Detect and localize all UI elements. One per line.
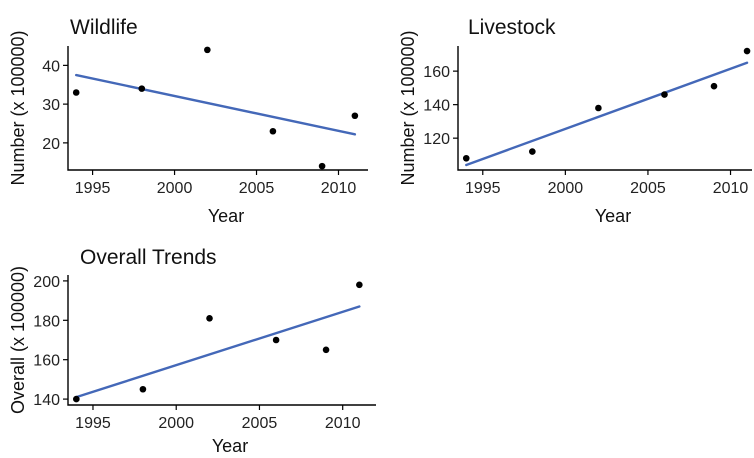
data-point-livestock bbox=[710, 82, 718, 90]
data-point-overall-trends bbox=[322, 346, 330, 354]
data-point-wildlife bbox=[204, 46, 211, 54]
data-point-overall-trends bbox=[206, 315, 213, 322]
data-point-overall-trends bbox=[356, 281, 363, 289]
data-point-wildlife bbox=[72, 89, 80, 96]
data-point-livestock bbox=[462, 154, 470, 162]
data-point-wildlife bbox=[318, 162, 326, 170]
x-tick-label-overall-trends: 1995 bbox=[75, 415, 111, 432]
x-tick-label-overall-trends: 2010 bbox=[325, 415, 361, 432]
x-axis-label-wildlife: Year bbox=[208, 206, 244, 226]
x-tick-label-wildlife: 2000 bbox=[157, 180, 193, 197]
y-axis-label-wildlife: Number (x 100000) bbox=[8, 30, 28, 185]
x-tick-label-overall-trends: 2000 bbox=[158, 415, 194, 432]
y-axis-label-livestock: Number (x 100000) bbox=[398, 30, 418, 185]
x-tick-label-overall-trends: 2005 bbox=[242, 415, 278, 432]
x-tick-label-livestock: 2000 bbox=[548, 180, 584, 197]
y-tick-label-overall-trends: 200 bbox=[33, 274, 60, 291]
x-tick-label-wildlife: 2010 bbox=[321, 180, 357, 197]
trend-line-livestock bbox=[465, 61, 749, 167]
y-tick-label-livestock: 120 bbox=[423, 131, 450, 148]
y-tick-label-wildlife: 40 bbox=[42, 58, 60, 75]
chart-title-overall-trends: Overall Trends bbox=[80, 246, 217, 269]
y-tick-label-overall-trends: 160 bbox=[33, 353, 60, 370]
data-point-overall-trends bbox=[139, 385, 147, 393]
data-point-livestock bbox=[743, 47, 751, 55]
data-point-livestock bbox=[595, 104, 602, 112]
x-tick-label-livestock: 2005 bbox=[630, 180, 666, 197]
axis-lines-livestock bbox=[457, 46, 752, 171]
y-tick-label-livestock: 160 bbox=[423, 64, 450, 81]
x-tick-label-wildlife: 1995 bbox=[75, 180, 111, 197]
data-point-wildlife bbox=[269, 127, 277, 135]
x-tick-label-livestock: 2010 bbox=[713, 180, 749, 197]
data-point-overall-trends bbox=[272, 336, 280, 344]
trend-line-overall-trends bbox=[75, 305, 361, 399]
data-point-wildlife bbox=[138, 85, 146, 92]
trend-line-wildlife bbox=[74, 73, 357, 136]
y-tick-label-overall-trends: 140 bbox=[33, 392, 60, 409]
x-axis-label-livestock: Year bbox=[595, 206, 631, 226]
y-tick-label-wildlife: 20 bbox=[42, 136, 60, 153]
data-point-wildlife bbox=[351, 112, 359, 120]
x-tick-label-wildlife: 2005 bbox=[239, 180, 275, 197]
x-tick-label-livestock: 1995 bbox=[465, 180, 501, 197]
data-point-livestock bbox=[661, 91, 668, 98]
panel-overall-trends: Overall Trends 1995 2000 2005 2010 140 160 180 2… bbox=[8, 246, 376, 456]
panel-wildlife: Wildlife 1995 2000 2005 2010 20 30 40 Year Number… bbox=[8, 16, 368, 226]
data-point-livestock bbox=[529, 148, 536, 155]
x-axis-label-overall-trends: Year bbox=[212, 436, 248, 456]
y-axis-label-overall-trends: Overall (x 100000) bbox=[8, 266, 28, 414]
y-tick-label-overall-trends: 180 bbox=[33, 313, 60, 330]
data-point-overall-trends bbox=[73, 395, 80, 403]
panel-livestock: Livestock 1995 2000 2005 2010 120 140 160 Year Nu… bbox=[398, 16, 752, 226]
axis-lines-wildlife bbox=[67, 46, 368, 171]
chart-title-wildlife: Wildlife bbox=[70, 16, 138, 39]
chart-title-livestock: Livestock bbox=[468, 16, 556, 39]
y-tick-label-wildlife: 30 bbox=[42, 97, 60, 114]
axis-lines-overall-trends bbox=[67, 275, 376, 406]
y-tick-label-livestock: 140 bbox=[423, 98, 450, 115]
